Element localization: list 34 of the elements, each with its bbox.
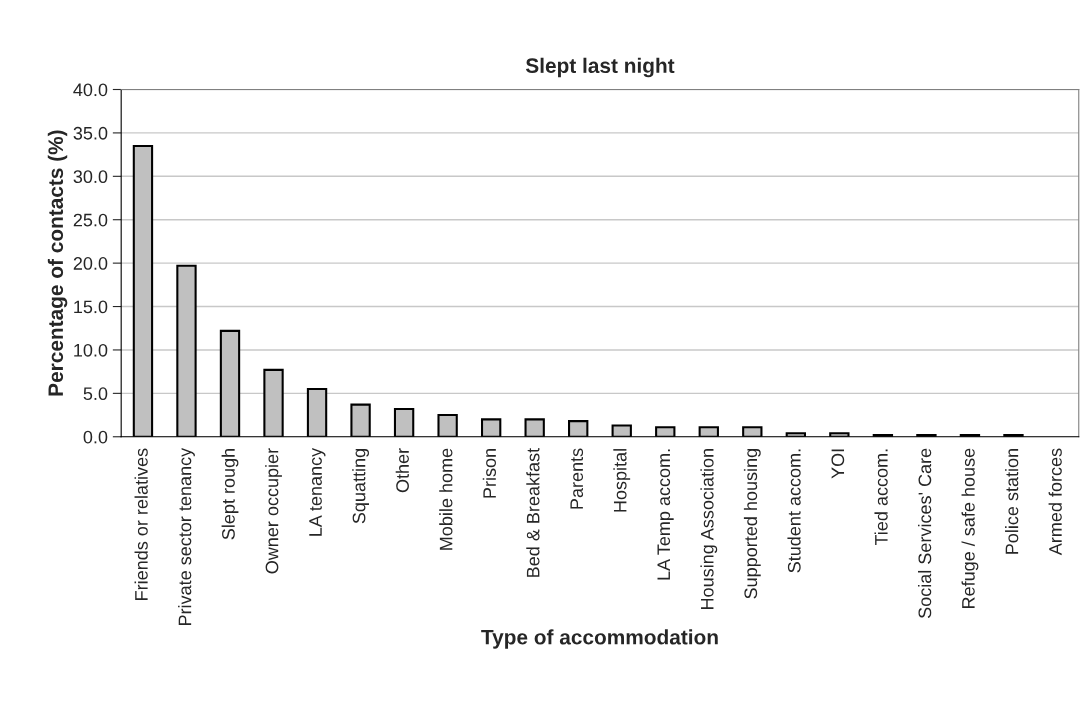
x-tick-label: Police station [1005,449,1019,554]
x-tick-label: Other [395,448,409,493]
y-tick-label: 10.0 [74,343,108,357]
x-tick-label: Supported housing [743,449,761,599]
x-tick-label: Mobile home [439,448,453,550]
x-tick-label: LA Temp accom. [657,449,674,580]
x-tick-label: Private sector tenancy [178,447,195,626]
x-tick-label: Bed & Breakfast [526,448,540,577]
x-tick-label: Armed forces [1048,448,1062,556]
y-tick-label: 40.0 [73,83,108,97]
x-tick-label: Owner occupier [265,448,282,574]
y-tick-label: 5.0 [83,387,108,401]
x-axis-title: Type of accommodation [481,629,718,649]
y-tick-label: 30.0 [73,170,108,184]
x-tick-label: Social Services' Care [918,448,932,619]
x-tick-label: Prison [482,449,496,498]
y-axis-title: Percentage of contacts (%) [47,130,68,396]
y-tick-label: 25.0 [73,213,108,227]
x-tick-label: YOI [831,449,845,479]
y-tick-label: 20.0 [73,257,108,270]
x-tick-label: Refuge / safe house [961,448,979,608]
x-tick-label: Hospital [613,449,631,512]
x-tick-label: LA tenancy [309,447,326,536]
y-tick-label: 35.0 [73,126,108,140]
x-tick-label: Slept rough [221,449,239,540]
x-tick-label: Housing Association [700,449,718,609]
x-tick-label: Friends or relatives [134,448,148,600]
x-tick-label: Student accom. [787,449,801,573]
x-tick-label: Tied accom. [874,449,888,546]
x-tick-label: Squatting [352,449,369,524]
y-tick-label: 15.0 [74,300,108,314]
y-tick-label: 0.0 [83,430,108,444]
x-tick-label: Parents [570,448,584,509]
chart-title: Slept last night [525,57,675,78]
